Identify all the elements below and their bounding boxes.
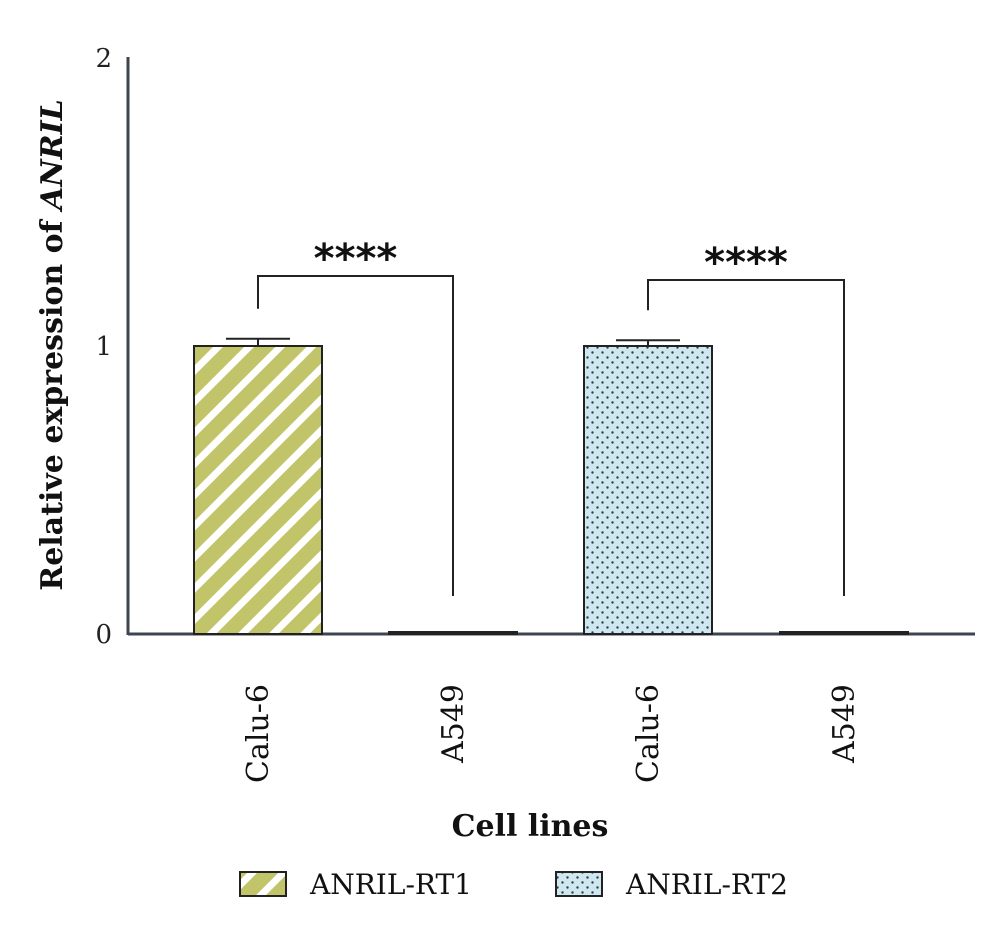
legend: ANRIL-RT1 ANRIL-RT2	[239, 868, 788, 901]
y-axis-title-gene: ANRIL	[35, 99, 70, 213]
y-tick-label: 1	[95, 332, 112, 362]
bar	[193, 345, 323, 635]
significance-label: ****	[314, 236, 398, 282]
x-axis-title: Cell lines	[452, 809, 609, 844]
bar	[779, 631, 909, 635]
x-tick-labels: Calu-6 A549 Calu-6 A549	[241, 684, 862, 783]
y-ticks: 0 1 2	[95, 44, 112, 650]
bar	[388, 631, 518, 635]
legend-swatch	[239, 871, 287, 897]
x-tick-label: Calu-6	[241, 684, 276, 783]
significance-bracket	[257, 275, 454, 596]
x-tick-label: Calu-6	[631, 684, 666, 783]
significance-brackets: **** ****	[257, 236, 845, 596]
x-tick-label: A549	[827, 684, 862, 764]
y-axis-title: Relative expression of ANRIL	[35, 99, 70, 590]
y-tick-label: 0	[95, 620, 112, 650]
legend-label: ANRIL-RT1	[309, 868, 472, 901]
legend-swatch	[555, 871, 603, 897]
x-tick-label: A549	[436, 684, 471, 764]
bars	[193, 337, 909, 635]
y-tick-label: 2	[95, 44, 112, 74]
significance-label: ****	[704, 240, 788, 286]
legend-label: ANRIL-RT2	[625, 868, 788, 901]
y-axis-title-prefix: Relative expression of	[35, 210, 70, 591]
significance-bracket	[647, 279, 845, 596]
bar	[583, 345, 713, 635]
